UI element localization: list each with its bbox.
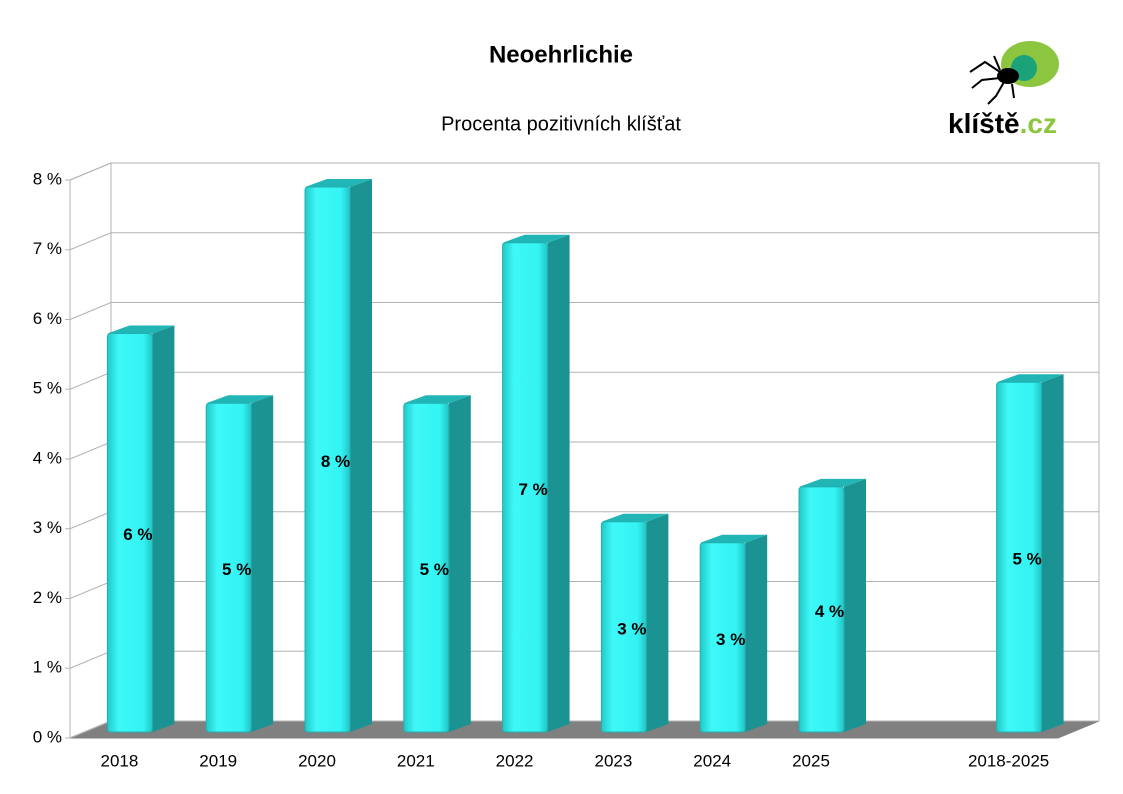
x-tick-label: 2022 [496, 751, 534, 770]
chart-subtitle: Procenta pozitivních klíšťat [441, 113, 681, 135]
value-label: 3 % [617, 619, 646, 638]
bar-side [745, 534, 768, 732]
bar-top [403, 395, 471, 404]
bar-top [601, 513, 669, 522]
chart-title: Neoehrlichie [489, 41, 633, 68]
grid-line-side [69, 441, 112, 460]
value-label: 5 % [1012, 550, 1041, 569]
y-tick-label: 1 % [33, 658, 62, 677]
y-tick-label: 5 % [33, 379, 62, 398]
x-tick-label: 2019 [199, 751, 237, 770]
logo-tick [997, 68, 1019, 84]
bar [996, 381, 1043, 733]
bar [205, 402, 252, 733]
bar-top [206, 395, 274, 404]
logo-text: klíště.cz [948, 108, 1057, 139]
x-tick-label: 2020 [298, 751, 336, 770]
y-tick-label: 8 % [33, 169, 62, 188]
bar-top [700, 534, 768, 543]
bar-side [646, 513, 669, 732]
x-tick-label: 2024 [693, 751, 731, 770]
y-tick-label: 2 % [33, 588, 62, 607]
grid-line-side [69, 302, 112, 320]
value-label: 5 % [222, 560, 251, 579]
bar [502, 242, 549, 733]
bar [798, 486, 845, 733]
bar-top [107, 325, 175, 334]
bar-side [448, 395, 471, 732]
bar-top [996, 374, 1064, 383]
grid-line-side [69, 581, 112, 599]
bar-side [152, 325, 175, 732]
bar-top [799, 478, 866, 487]
bar-side [1041, 374, 1064, 732]
value-label: 8 % [321, 452, 350, 471]
x-tick-label: 2018-2025 [968, 751, 1049, 770]
logo: klíště.cz [948, 41, 1059, 139]
bar-top [502, 234, 570, 243]
y-tick-label: 6 % [33, 309, 62, 328]
bar [304, 186, 351, 733]
value-label: 6 % [123, 525, 152, 544]
y-tick-label: 3 % [33, 518, 62, 537]
bar [699, 542, 746, 733]
value-label: 4 % [815, 602, 844, 621]
bar-side [350, 178, 372, 733]
x-tick-label: 2023 [594, 751, 632, 770]
value-label: 5 % [420, 560, 449, 579]
x-tick-label: 2018 [100, 751, 138, 770]
bar-side [251, 395, 274, 732]
grid-line-side [69, 162, 112, 181]
y-tick-label: 0 % [33, 727, 62, 746]
bar-side [547, 234, 570, 732]
bar [403, 402, 450, 733]
value-label: 3 % [716, 630, 745, 649]
value-label: 7 % [518, 480, 547, 499]
bar-top [305, 178, 372, 187]
y-tick-label: 4 % [33, 448, 62, 467]
bar [106, 332, 153, 733]
x-tick-label: 2025 [792, 751, 830, 770]
grid-line-side [69, 511, 112, 530]
y-tick-label: 7 % [33, 239, 62, 258]
bar [600, 521, 647, 733]
logo-legs [969, 55, 1015, 105]
x-tick-label: 2021 [397, 751, 435, 770]
grid-line-side [69, 720, 112, 739]
grid-line-side [69, 232, 112, 251]
grid-line-side [69, 371, 112, 390]
grid-line-side [69, 650, 112, 669]
bar-side [844, 478, 866, 732]
